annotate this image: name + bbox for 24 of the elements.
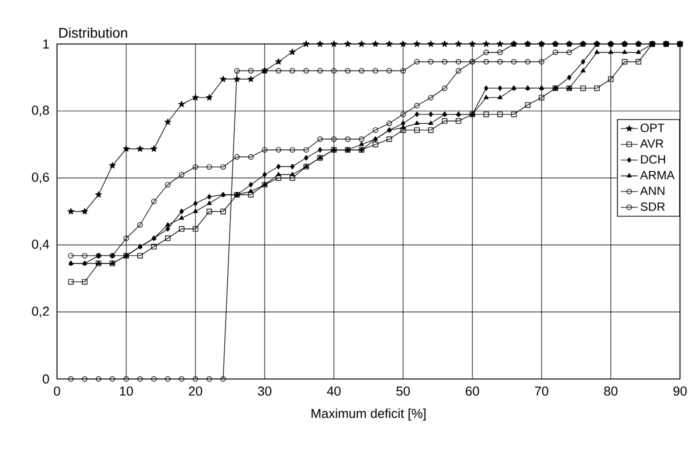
x-tick-label: 20 — [188, 386, 202, 396]
x-tick-label: 80 — [604, 386, 618, 396]
chart-title: Distribution — [59, 28, 128, 38]
x-tick-label: 10 — [120, 386, 133, 396]
x-tick-label: 0 — [54, 386, 60, 396]
legend-label: OPT — [640, 124, 664, 132]
x-axis-title: Maximum deficit [%] — [312, 408, 426, 421]
x-tick-label: 30 — [258, 386, 272, 396]
x-tick-label: 70 — [535, 386, 548, 396]
x-tick-label: 60 — [466, 386, 480, 396]
legend-label: AVR — [640, 139, 664, 148]
y-tick-label: 0,2 — [32, 306, 49, 318]
y-tick-label: 0 — [42, 374, 49, 384]
y-tick-label: 0,6 — [32, 172, 49, 184]
x-tick-label: 40 — [326, 386, 341, 396]
y-tick-label: 0,8 — [32, 106, 49, 116]
legend-label: ARMA — [640, 170, 675, 180]
legend-label: SDR — [640, 202, 665, 211]
legend-label: DCH — [641, 155, 665, 164]
x-tick-label: 90 — [673, 386, 687, 396]
y-tick-label: 0,4 — [32, 240, 50, 250]
y-tick-label: 1 — [43, 40, 49, 48]
x-tick-label: 50 — [396, 386, 410, 396]
legend-label: ANN — [640, 186, 664, 195]
